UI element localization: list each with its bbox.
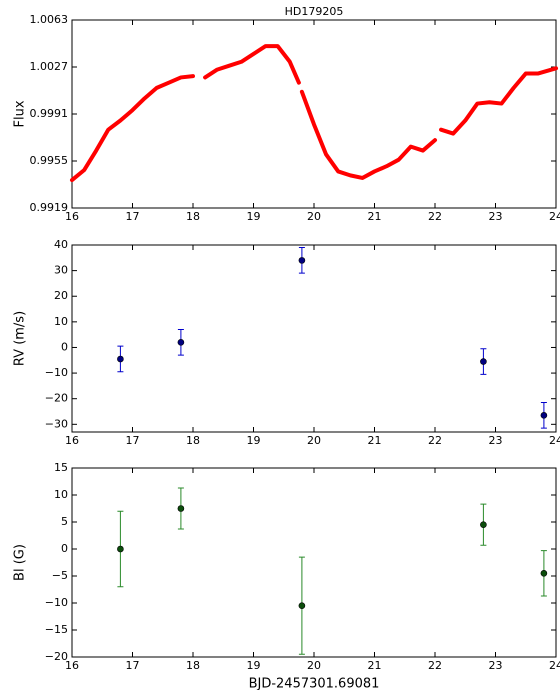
x-tick-label: 22 xyxy=(428,434,442,447)
marker xyxy=(177,339,185,346)
y-axis-label: Bl (G) xyxy=(13,544,28,581)
x-tick-label: 19 xyxy=(247,434,261,447)
y-tick-label: −20 xyxy=(45,392,68,405)
x-tick-label: 24 xyxy=(549,434,560,447)
x-tick-label: 20 xyxy=(307,659,321,672)
flux-curve xyxy=(70,44,558,183)
y-tick-label: 0.9919 xyxy=(30,201,69,214)
y-axis-label: RV (m/s) xyxy=(13,311,28,366)
x-tick-label: 19 xyxy=(247,210,261,223)
y-tick-label: −5 xyxy=(52,569,68,582)
marker xyxy=(298,257,306,264)
x-tick-label: 23 xyxy=(489,659,503,672)
x-tick-label: 18 xyxy=(186,659,200,672)
marker xyxy=(117,545,124,553)
marker xyxy=(480,358,487,365)
x-tick-label: 18 xyxy=(186,434,200,447)
plot-frame xyxy=(71,19,557,209)
y-tick-label: −10 xyxy=(45,366,68,379)
marker xyxy=(177,505,185,512)
x-tick-label: 18 xyxy=(186,210,200,223)
x-tick-label: 22 xyxy=(428,659,442,672)
x-tick-label: 21 xyxy=(368,210,382,223)
y-tick-label: 40 xyxy=(54,238,68,251)
y-tick-label: 30 xyxy=(54,264,68,277)
y-tick-label: 1.0063 xyxy=(30,13,69,26)
plot-frame xyxy=(71,244,557,433)
marker xyxy=(540,412,548,419)
x-tick-label: 24 xyxy=(549,659,560,672)
y-tick-label: 15 xyxy=(54,461,68,474)
marker xyxy=(117,355,124,363)
x-tick-label: 17 xyxy=(126,659,140,672)
y-tick-label: 10 xyxy=(54,488,68,501)
x-axis-label: BJD-2457301.69081 xyxy=(249,677,380,690)
y-tick-label: 0.9955 xyxy=(30,154,69,167)
marker xyxy=(298,602,306,610)
marker xyxy=(540,569,548,577)
x-tick-label: 21 xyxy=(368,659,382,672)
x-tick-label: 16 xyxy=(65,659,79,672)
x-tick-label: 23 xyxy=(489,434,503,447)
x-tick-label: 17 xyxy=(126,434,140,447)
marker xyxy=(480,521,487,529)
chart-title: HD179205 xyxy=(285,5,344,18)
y-tick-label: 0.9991 xyxy=(30,107,69,120)
x-tick-label: 20 xyxy=(307,434,321,447)
y-tick-label: 0 xyxy=(61,542,68,555)
x-tick-label: 21 xyxy=(368,434,382,447)
y-axis-label: Flux xyxy=(13,100,28,127)
y-tick-label: 5 xyxy=(61,515,68,528)
y-tick-label: 20 xyxy=(54,289,68,302)
y-tick-label: −30 xyxy=(45,417,68,430)
y-tick-label: 10 xyxy=(54,315,68,328)
x-tick-label: 22 xyxy=(428,210,442,223)
plot-frame xyxy=(71,467,557,658)
y-tick-label: 0 xyxy=(61,340,68,353)
x-tick-label: 24 xyxy=(549,210,560,223)
x-tick-label: 23 xyxy=(489,210,503,223)
y-tick-label: −20 xyxy=(45,650,68,663)
x-tick-label: 19 xyxy=(247,659,261,672)
y-tick-label: 1.0027 xyxy=(30,60,69,73)
x-tick-label: 16 xyxy=(65,210,79,223)
y-tick-label: −10 xyxy=(45,596,68,609)
x-tick-label: 17 xyxy=(126,210,140,223)
x-tick-label: 16 xyxy=(65,434,79,447)
x-tick-label: 20 xyxy=(307,210,321,223)
y-tick-label: −15 xyxy=(45,623,68,636)
